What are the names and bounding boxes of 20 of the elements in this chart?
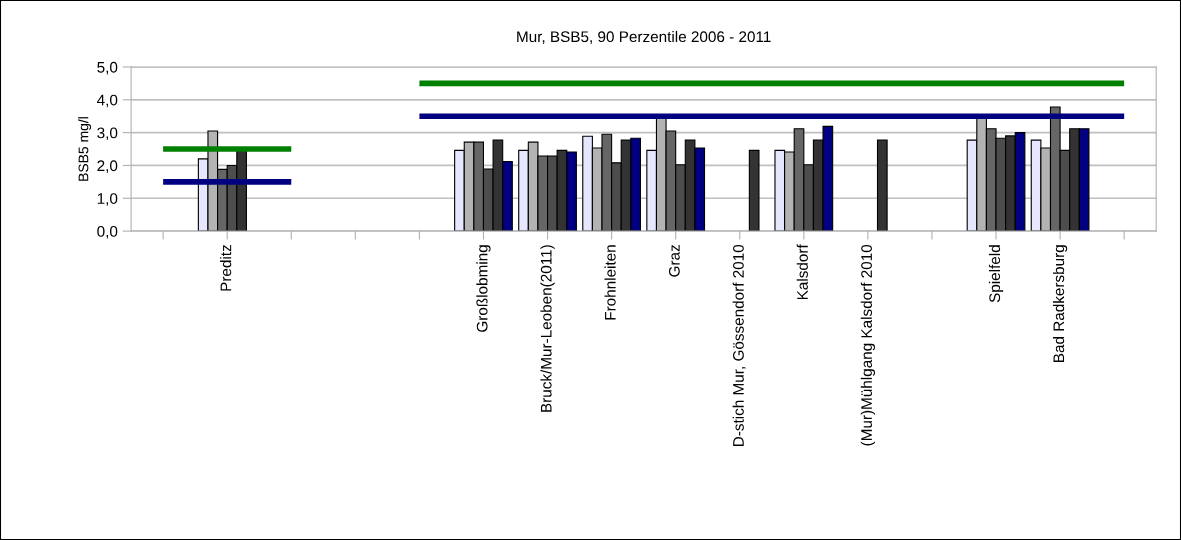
x-tick-label: Graz bbox=[668, 245, 680, 277]
x-tick-label: Frohnleiten bbox=[604, 245, 616, 320]
y-tick-label: 0,0 bbox=[97, 225, 118, 239]
y-tick-label: 5,0 bbox=[97, 61, 118, 75]
x-tick-label: Spielfeld bbox=[988, 245, 1004, 303]
chart-title: Mur, BSB5, 90 Perzentile 2006 - 2011 bbox=[517, 30, 771, 44]
bar bbox=[748, 149, 760, 232]
y-tick-label: 3,0 bbox=[97, 127, 118, 141]
x-tick-label: Kalsdorf bbox=[796, 244, 808, 300]
y-axis-title: BSB5 mg/l bbox=[78, 117, 92, 181]
bar bbox=[876, 139, 888, 232]
y-tick-label: 4,0 bbox=[97, 94, 118, 108]
x-tick-label: Großlobming bbox=[476, 245, 491, 332]
x-tick-label: Bad Radkersburg bbox=[1052, 245, 1068, 362]
y-tick-label: 2,0 bbox=[97, 160, 118, 173]
x-tick-label: (Mur)Mühlgang Kalsdorf 2010 bbox=[860, 244, 876, 446]
y-tick-label: 1,0 bbox=[97, 193, 118, 206]
x-tick-label: D-stich Mur, Gössendorf 2010 bbox=[732, 244, 746, 446]
x-tick-label: Bruck/Mur-Leoben(2011) bbox=[540, 245, 555, 412]
x-tick-label: Preditz bbox=[220, 245, 232, 291]
